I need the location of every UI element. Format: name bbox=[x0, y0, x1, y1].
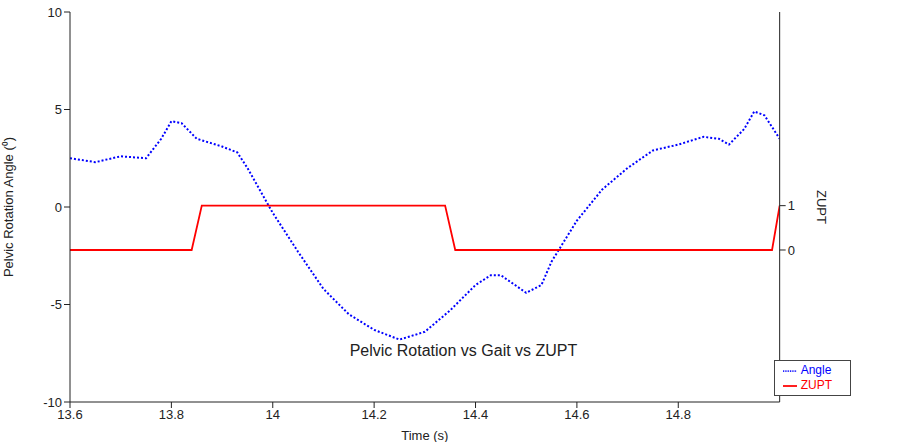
svg-text:Time (s): Time (s) bbox=[401, 428, 448, 442]
svg-text:0: 0 bbox=[55, 200, 62, 215]
svg-text:14.2: 14.2 bbox=[361, 407, 386, 422]
svg-text:5: 5 bbox=[55, 102, 62, 117]
svg-text:0: 0 bbox=[788, 243, 795, 258]
svg-text:14.6: 14.6 bbox=[564, 407, 589, 422]
svg-text:14: 14 bbox=[266, 407, 280, 422]
svg-text:14.8: 14.8 bbox=[666, 407, 691, 422]
html-text:Angle: Angle bbox=[800, 363, 832, 378]
html-text:ZUPT: ZUPT bbox=[800, 378, 832, 393]
svg-text:14.4: 14.4 bbox=[463, 407, 488, 422]
svg-text:1: 1 bbox=[788, 198, 795, 213]
svg-text:10: 10 bbox=[48, 5, 62, 20]
svg-text:-10: -10 bbox=[43, 395, 62, 410]
html-text:Pelvic Rotation vs Gait vs ZUP: Pelvic Rotation vs Gait vs ZUPT bbox=[349, 342, 578, 359]
svg-text:13.8: 13.8 bbox=[159, 407, 184, 422]
svg-text:-5: -5 bbox=[50, 297, 62, 312]
svg-text:ZUPT: ZUPT bbox=[814, 190, 829, 224]
svg-text:13.6: 13.6 bbox=[57, 407, 83, 423]
svg-text:Pelvic Rotation Angle (⁰): Pelvic Rotation Angle (⁰) bbox=[1, 137, 16, 277]
